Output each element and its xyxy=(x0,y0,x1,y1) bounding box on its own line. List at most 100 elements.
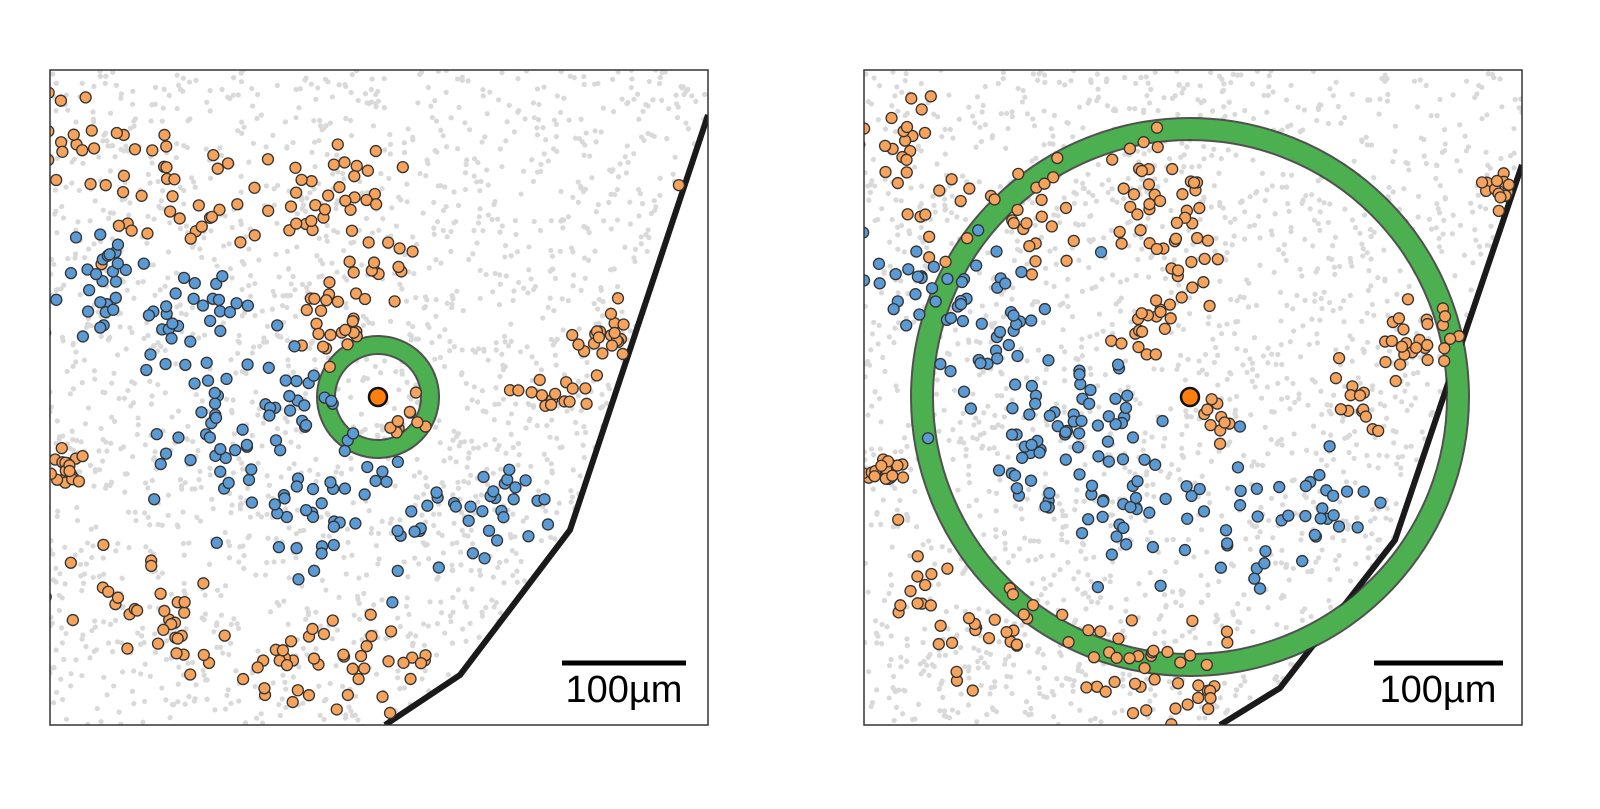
background-cell xyxy=(381,105,387,111)
background-cell xyxy=(456,443,462,449)
orange-cell xyxy=(99,179,112,192)
background-cell xyxy=(1005,559,1011,566)
blue-cell xyxy=(242,473,256,487)
background-cell xyxy=(1053,261,1059,267)
blue-cell xyxy=(184,453,197,467)
background-cell xyxy=(311,186,317,192)
background-cell xyxy=(1342,435,1348,441)
background-cell xyxy=(282,415,288,421)
background-cell xyxy=(389,205,395,211)
background-cell xyxy=(1424,381,1430,387)
background-cell xyxy=(1441,217,1447,223)
background-cell xyxy=(107,210,113,216)
background-cell xyxy=(178,310,185,316)
background-cell xyxy=(208,228,214,234)
background-cell xyxy=(408,337,414,343)
background-cell xyxy=(1203,549,1210,555)
background-cell xyxy=(610,109,617,115)
orange-cell xyxy=(563,395,576,408)
orange-cell xyxy=(911,570,924,583)
background-cell xyxy=(994,451,1001,457)
background-cell xyxy=(307,190,313,196)
background-cell xyxy=(477,295,483,302)
blue-cell xyxy=(306,482,320,496)
background-cell xyxy=(323,233,329,239)
background-cell xyxy=(1088,371,1094,378)
blue-cell xyxy=(1073,468,1086,481)
background-cell xyxy=(63,184,69,190)
background-cell xyxy=(424,321,431,328)
background-cell xyxy=(217,145,223,151)
background-cell xyxy=(1354,515,1360,521)
background-cell xyxy=(535,117,542,123)
background-cell xyxy=(425,84,431,91)
background-cell xyxy=(1211,146,1217,152)
background-cell xyxy=(1342,206,1348,212)
orange-cell xyxy=(579,382,592,395)
background-cell xyxy=(879,621,885,628)
background-cell xyxy=(438,182,444,189)
background-cell xyxy=(133,517,139,524)
background-cell xyxy=(1360,246,1366,252)
background-cell xyxy=(135,415,141,421)
background-cell xyxy=(434,652,440,658)
blue-cell xyxy=(241,299,255,312)
blue-cell xyxy=(1033,446,1046,459)
background-cell xyxy=(1241,452,1247,459)
background-cell xyxy=(1073,617,1079,623)
background-cell xyxy=(1083,672,1089,678)
blue-cell xyxy=(1073,368,1086,381)
background-cell xyxy=(1073,178,1079,184)
background-cell xyxy=(1140,447,1146,453)
background-cell xyxy=(1051,212,1057,218)
background-cell xyxy=(246,246,252,252)
center-cell xyxy=(1179,386,1201,408)
background-cell xyxy=(320,533,326,539)
background-cell xyxy=(960,410,966,417)
blue-cell xyxy=(94,321,107,334)
background-cell xyxy=(222,529,228,536)
background-cell xyxy=(1081,185,1087,192)
background-cell xyxy=(912,164,918,170)
background-cell xyxy=(1088,717,1094,723)
background-cell xyxy=(454,288,460,294)
blue-cell xyxy=(507,493,520,506)
background-cell xyxy=(214,644,220,651)
background-cell xyxy=(1123,596,1129,602)
background-cell xyxy=(578,408,584,414)
background-cell xyxy=(1381,247,1387,253)
background-cell xyxy=(1288,224,1294,231)
orange-cell xyxy=(384,421,397,434)
background-cell xyxy=(1324,462,1330,469)
orange-cell xyxy=(1135,307,1148,320)
orange-cell xyxy=(64,556,77,569)
background-cell xyxy=(1091,554,1097,560)
background-cell xyxy=(892,129,899,135)
background-cell xyxy=(1061,404,1067,410)
background-cell xyxy=(195,448,201,454)
background-cell xyxy=(889,216,895,223)
background-cell xyxy=(1192,635,1198,641)
background-cell xyxy=(1095,161,1101,168)
background-cell xyxy=(404,595,410,601)
background-cell xyxy=(1087,333,1093,340)
background-cell xyxy=(183,311,189,318)
orange-cell xyxy=(236,672,250,686)
background-cell xyxy=(387,151,393,157)
background-cell xyxy=(1117,279,1124,285)
background-cell xyxy=(141,335,147,342)
background-cell xyxy=(65,107,71,113)
background-cell xyxy=(1299,273,1305,279)
orange-cell xyxy=(207,148,220,162)
background-cell xyxy=(1279,361,1285,368)
background-cell xyxy=(1187,310,1193,317)
background-cell xyxy=(966,463,972,469)
blue-cell xyxy=(1072,427,1086,440)
background-cell xyxy=(173,361,179,367)
background-cell xyxy=(955,487,961,493)
background-cell xyxy=(942,202,948,208)
background-cell xyxy=(90,116,97,122)
background-cell xyxy=(1066,676,1073,682)
background-cell xyxy=(1133,80,1139,87)
background-cell xyxy=(1278,436,1285,442)
